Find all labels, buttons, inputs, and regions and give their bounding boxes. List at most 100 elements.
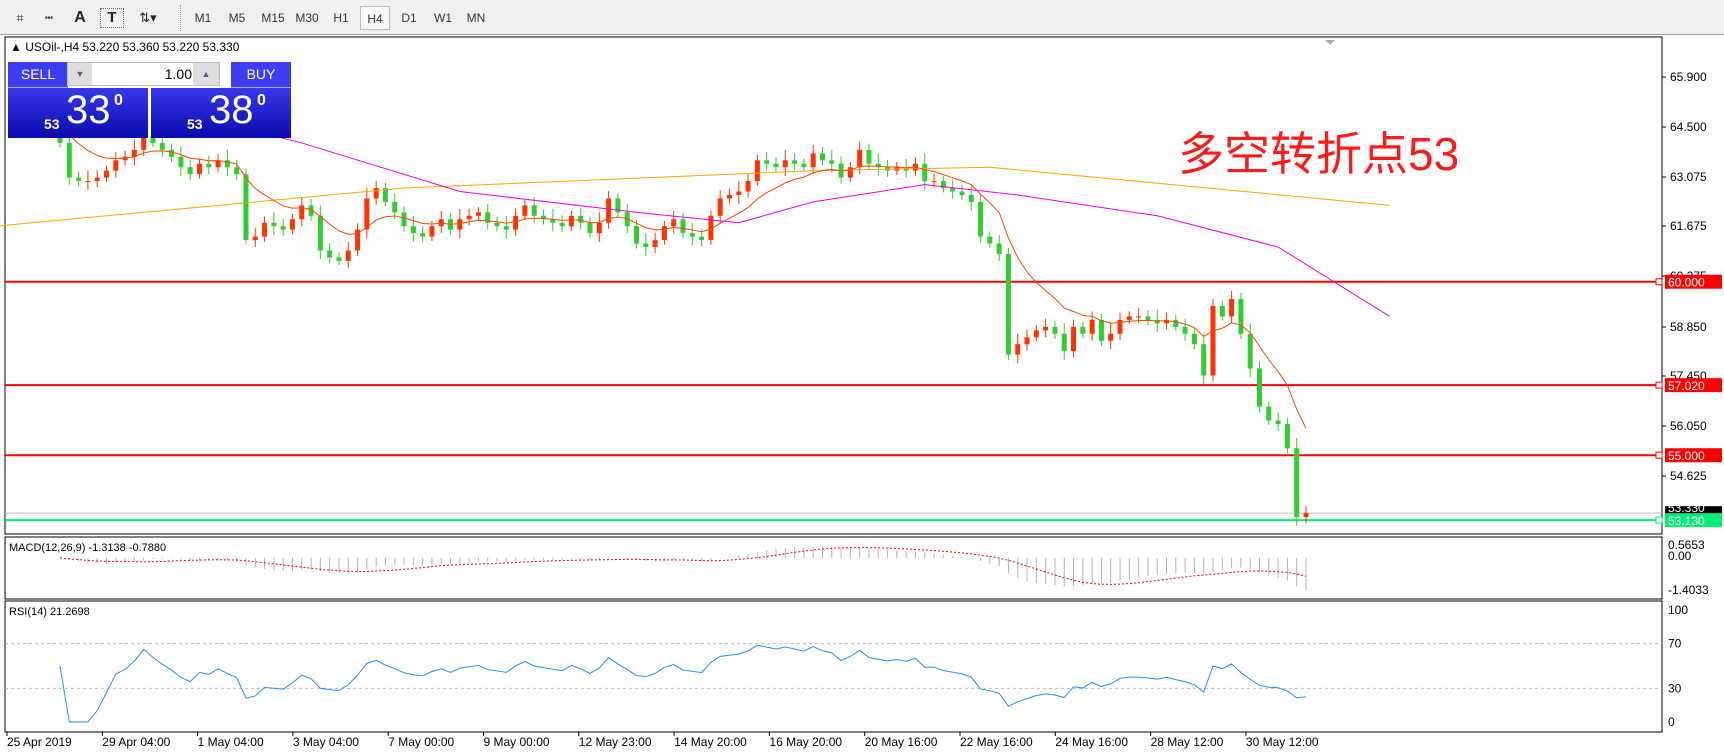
candle-body — [987, 236, 993, 244]
candle — [503, 215, 509, 239]
candle-body — [959, 191, 965, 195]
text-icon[interactable]: A — [74, 9, 86, 26]
timeframe-h4[interactable]: H4 — [360, 6, 390, 30]
candle-body — [159, 142, 165, 150]
candle-body — [262, 222, 268, 237]
text-label-icon[interactable]: T — [100, 8, 124, 28]
candle — [466, 208, 472, 226]
candle — [169, 143, 175, 163]
candle — [1061, 323, 1067, 360]
candle — [289, 214, 295, 235]
candle-body — [94, 177, 100, 182]
candle-body — [299, 205, 305, 220]
candle — [1117, 312, 1123, 340]
rsi-label: RSI(14) 21.2698 — [9, 606, 90, 618]
volume-decrease-button[interactable]: ▼ — [68, 63, 92, 85]
candle-body — [726, 194, 732, 199]
candle-body — [922, 163, 928, 182]
candle-body — [178, 156, 184, 168]
timeframe-d1[interactable]: D1 — [401, 11, 417, 25]
candle-body — [234, 167, 240, 175]
candle — [857, 141, 863, 175]
time-label: 16 May 20:00 — [769, 735, 842, 749]
candle-body — [373, 188, 379, 199]
candle-body — [1024, 337, 1030, 345]
candle-body — [1294, 448, 1300, 517]
timeframe-h1[interactable]: H1 — [333, 11, 349, 25]
buy-button[interactable]: BUY — [231, 62, 291, 88]
candle-body — [550, 219, 556, 223]
timeframe-m30[interactable]: M30 — [295, 11, 319, 25]
timeframe-mn[interactable]: MN — [466, 11, 486, 25]
sell-button[interactable]: SELL — [8, 62, 68, 88]
candle — [1098, 313, 1104, 346]
candle — [345, 242, 351, 268]
timeframe-m1[interactable]: M1 — [194, 11, 212, 25]
candle — [1126, 311, 1132, 325]
candle-body — [457, 219, 463, 230]
time-label: 25 Apr 2019 — [7, 735, 72, 749]
candle — [1294, 437, 1300, 526]
buy-price[interactable]: 53 38 0 — [151, 88, 291, 138]
chart-canvas[interactable]: 65.90064.50063.07561.67560.27558.85057.4… — [0, 35, 1724, 754]
candle — [1145, 310, 1151, 326]
candle-body — [596, 222, 602, 234]
candle-body — [773, 163, 779, 168]
candle-body — [754, 160, 760, 182]
timeframe-m5[interactable]: M5 — [228, 11, 246, 25]
price-tick-label: 54.625 — [1670, 469, 1707, 483]
candle-body — [1275, 420, 1281, 424]
rsi-tick-label: 100 — [1668, 603, 1688, 617]
candle-body — [1043, 326, 1049, 331]
sell-price[interactable]: 53 33 0 — [8, 88, 148, 138]
candle — [1275, 412, 1281, 431]
candle — [308, 199, 314, 222]
candle-body — [866, 149, 872, 164]
bid-price-tag — [1665, 506, 1722, 514]
candle-body — [317, 215, 323, 251]
grid-icon[interactable]: ┅ — [45, 10, 53, 25]
chart-annotation-text[interactable]: 多空转折点53 — [1178, 128, 1460, 180]
candle — [745, 173, 751, 198]
candle — [420, 225, 426, 243]
candle-body — [1033, 330, 1039, 338]
candle-body — [1071, 326, 1077, 352]
candle — [922, 153, 928, 190]
candle — [438, 210, 444, 234]
ma-fast-line — [59, 125, 1307, 429]
candle-body — [578, 215, 584, 223]
price-tick-label: 64.500 — [1670, 120, 1707, 134]
rsi-tick-label: 30 — [1668, 681, 1682, 695]
candle-body — [66, 142, 72, 178]
candle — [131, 139, 137, 166]
candle-body — [792, 160, 798, 164]
timeframe-w1[interactable]: W1 — [434, 11, 452, 25]
level-price-tag — [1665, 448, 1722, 463]
candle — [950, 179, 956, 199]
time-label: 3 May 04:00 — [293, 735, 359, 749]
level-price-tag — [1665, 378, 1722, 393]
candle-body — [224, 160, 230, 168]
candle-body — [494, 222, 500, 227]
candle-body — [355, 229, 361, 251]
volume-increase-button[interactable]: ▲ — [193, 63, 219, 85]
candle-body — [587, 222, 593, 234]
candle — [1284, 417, 1290, 454]
candle — [726, 188, 732, 204]
candle-body — [661, 226, 667, 241]
candle-body — [1173, 319, 1179, 327]
candle — [299, 197, 305, 227]
candle — [336, 252, 342, 266]
volume-input[interactable]: 1.00 — [164, 66, 192, 82]
arrows-icon[interactable]: ⇅▾ — [139, 10, 157, 25]
candle — [652, 232, 658, 254]
candle — [1071, 319, 1077, 358]
ma-mid-line — [162, 107, 1390, 317]
macd-tick-label: 0.5653 — [1668, 538, 1705, 552]
crosshair-icon[interactable]: ⌗ — [16, 10, 24, 25]
candle — [996, 235, 1002, 261]
sell-price-fraction: 0 — [114, 92, 123, 109]
candle — [1015, 333, 1021, 364]
candle — [634, 219, 640, 249]
timeframe-m15[interactable]: M15 — [261, 11, 285, 25]
